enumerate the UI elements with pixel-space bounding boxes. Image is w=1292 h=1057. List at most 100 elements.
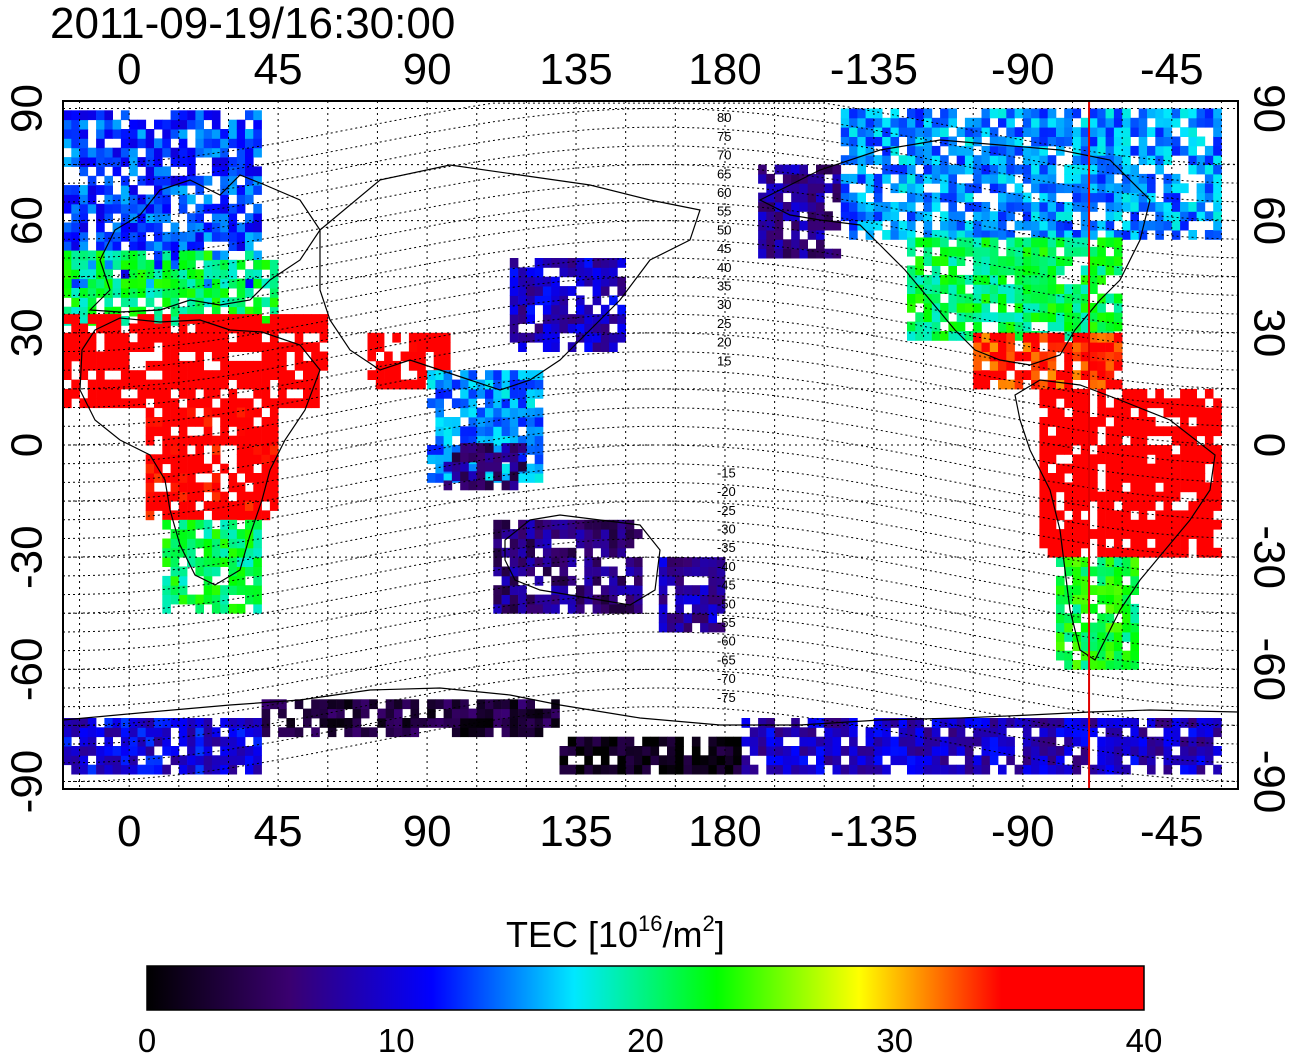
- tec-cell: [120, 736, 130, 747]
- tec-cell: [584, 755, 593, 766]
- tec-cell: [261, 398, 271, 409]
- tec-cell: [443, 480, 453, 491]
- tec-cell: [1097, 538, 1106, 549]
- tec-cell: [129, 370, 138, 380]
- tec-cell: [915, 136, 924, 147]
- tec-cell: [253, 501, 262, 511]
- magnetic-contour: [62, 425, 1239, 502]
- tec-cell: [253, 454, 262, 465]
- tec-cell: [1047, 284, 1057, 294]
- tec-cell: [236, 147, 246, 158]
- top-longitude-label: 90: [403, 45, 452, 94]
- tec-cell: [63, 138, 72, 149]
- tec-cell: [120, 755, 130, 766]
- tec-cell: [120, 297, 130, 308]
- tec-cell: [1064, 566, 1073, 577]
- tec-cell: [476, 379, 486, 390]
- tec-cell: [220, 213, 229, 223]
- tec-cell: [989, 265, 999, 276]
- tec-cell: [228, 417, 238, 427]
- tec-cell: [245, 147, 254, 158]
- tec-cell: [989, 727, 999, 738]
- magnetic-latitude-label: 35: [717, 278, 731, 293]
- tec-cell: [832, 248, 842, 259]
- tec-cell: [766, 727, 775, 738]
- tec-cell: [1138, 388, 1148, 399]
- tec-cell: [162, 314, 171, 324]
- tec-cell: [187, 746, 196, 756]
- tec-cell: [1188, 426, 1197, 437]
- tec-cell: [245, 566, 254, 577]
- top-longitude-label: -90: [991, 45, 1055, 94]
- tec-cell: [154, 147, 163, 158]
- tec-cell: [170, 379, 180, 390]
- tec-cell: [137, 718, 147, 728]
- tec-cell: [931, 727, 941, 738]
- tec-cell: [443, 461, 453, 472]
- tec-cell: [816, 248, 825, 259]
- tec-cell: [998, 164, 1007, 175]
- tec-cell: [286, 718, 295, 728]
- tec-cell: [609, 736, 618, 747]
- tec-cell: [600, 603, 610, 614]
- tec-cell: [1130, 746, 1139, 756]
- tec-cell: [592, 557, 602, 567]
- tec-cell: [236, 463, 246, 474]
- tec-cell: [576, 519, 585, 530]
- tec-cell: [708, 566, 717, 577]
- tec-cell: [1171, 435, 1181, 446]
- tec-cell: [104, 398, 113, 409]
- tec-cell: [1047, 473, 1057, 483]
- tec-cell: [443, 426, 453, 437]
- tec-cell: [1064, 632, 1073, 642]
- tec-cell: [294, 360, 304, 371]
- tec-cell: [435, 398, 444, 409]
- tec-cell: [145, 755, 155, 766]
- tec-cell: [774, 211, 784, 222]
- tec-cell: [203, 718, 213, 728]
- tec-cell: [178, 538, 188, 549]
- tec-cell: [1014, 202, 1024, 212]
- tec-cell: [1155, 454, 1164, 465]
- tec-cell: [526, 718, 535, 728]
- tec-cell: [468, 398, 478, 409]
- tec-cell: [369, 727, 378, 738]
- left-latitude-label: 60: [3, 196, 52, 245]
- tec-cell: [551, 529, 560, 539]
- tec-cell: [369, 699, 378, 710]
- tec-cell: [211, 594, 221, 605]
- tec-cell: [211, 538, 221, 549]
- tec-cell: [129, 727, 138, 738]
- tec-cell: [592, 538, 602, 549]
- tec-cell: [1130, 482, 1139, 493]
- tec-cell: [162, 445, 171, 455]
- tec-cell: [1105, 136, 1115, 147]
- tec-cell: [245, 417, 254, 427]
- tec-cell: [551, 519, 560, 530]
- tec-cell: [352, 708, 362, 719]
- tec-cell: [1072, 755, 1082, 766]
- tec-cell: [1056, 473, 1065, 483]
- tec-cell: [1196, 727, 1206, 738]
- tec-cell: [1138, 202, 1148, 212]
- tec-cell: [1014, 127, 1024, 137]
- tec-cell: [63, 370, 72, 380]
- tec-cell: [187, 538, 196, 549]
- tec-cell: [63, 129, 72, 139]
- tec-cell: [542, 342, 552, 352]
- tec-cell: [63, 203, 72, 214]
- bottom-longitude-label: -90: [991, 807, 1055, 856]
- tec-cell: [145, 138, 155, 149]
- tec-cell: [87, 147, 97, 158]
- tec-cell: [1147, 547, 1156, 558]
- tec-cell: [1056, 585, 1065, 595]
- tec-cell: [584, 547, 593, 558]
- tec-cell: [253, 269, 262, 280]
- tec-cell: [269, 699, 279, 710]
- tec-cell: [87, 332, 97, 343]
- tec-cell: [1022, 256, 1032, 266]
- tec-cell: [1122, 127, 1131, 137]
- tec-cell: [526, 603, 535, 614]
- tec-cell: [187, 306, 196, 317]
- tec-cell: [203, 314, 213, 324]
